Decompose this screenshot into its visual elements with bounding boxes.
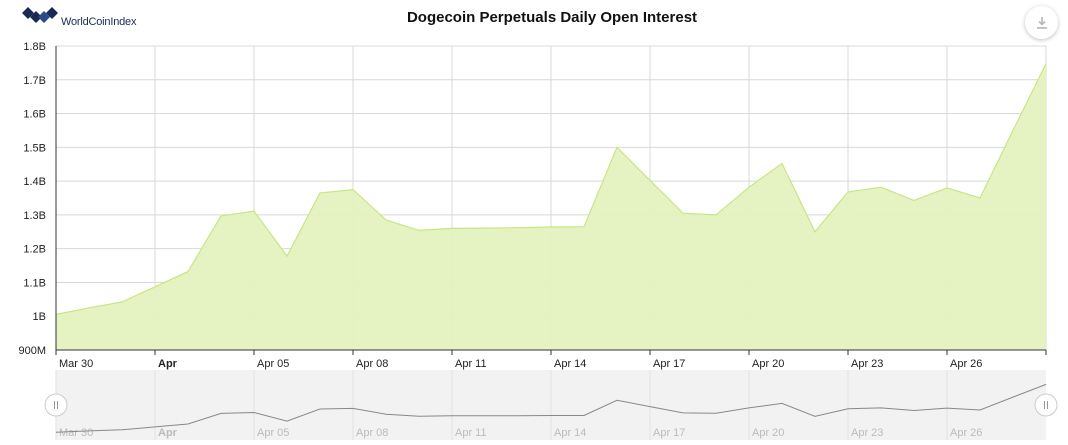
x-tick-label: Apr 20 xyxy=(752,358,784,370)
series-area xyxy=(56,63,1046,350)
navigator-tick-label: Apr 05 xyxy=(257,427,289,439)
export-button[interactable] xyxy=(1025,6,1058,39)
download-icon xyxy=(1036,16,1047,29)
x-tick-label: Mar 30 xyxy=(59,358,93,370)
navigator-right-handle[interactable] xyxy=(1034,393,1058,417)
navigator-tick-label: Apr 20 xyxy=(752,427,784,439)
chart-title: Dogecoin Perpetuals Daily Open Interest xyxy=(406,9,698,26)
navigator-tick-label: Apr xyxy=(158,427,178,439)
brand-name: WorldCoinIndex xyxy=(61,16,137,28)
x-tick-label: Apr 23 xyxy=(851,358,883,370)
navigator-tick-label: Mar 30 xyxy=(59,427,93,439)
navigator-series-line xyxy=(55,383,1047,433)
y-tick-label: 1.3B xyxy=(23,210,46,222)
y-tick-label: 1.2B xyxy=(23,244,46,256)
y-tick-label: 1.1B xyxy=(23,277,46,289)
navigator-tick-label: Apr 17 xyxy=(653,427,685,439)
y-tick-label: 900M xyxy=(18,345,46,357)
x-tick-label: Apr 14 xyxy=(554,358,586,370)
x-tick-label: Apr 05 xyxy=(257,358,289,370)
y-tick-label: 1.4B xyxy=(23,176,46,188)
x-tick-label: Apr 08 xyxy=(356,358,388,370)
brand-logo[interactable]: WorldCoinIndex xyxy=(22,6,136,28)
navigator-tick-label: Apr 26 xyxy=(950,427,982,439)
y-tick-label: 1B xyxy=(33,311,46,323)
x-tick-label: Apr 26 xyxy=(950,358,982,370)
navigator-left-handle[interactable] xyxy=(44,393,68,417)
worldcoinindex-logo-icon xyxy=(22,7,58,23)
y-tick-label: 1.5B xyxy=(23,142,46,154)
navigator-tick-label: Apr 08 xyxy=(356,427,388,439)
x-tick-label: Apr xyxy=(158,358,178,370)
y-tick-label: 1.8B xyxy=(23,41,46,53)
series-line xyxy=(55,63,1047,316)
y-tick-label: 1.7B xyxy=(23,75,46,87)
navigator-tick-label: Apr 11 xyxy=(455,427,487,439)
y-tick-label: 1.6B xyxy=(23,109,46,121)
x-tick-label: Apr 17 xyxy=(653,358,685,370)
navigator-tick-label: Apr 14 xyxy=(554,427,586,439)
x-tick-label: Apr 11 xyxy=(455,358,487,370)
navigator-tick-label: Apr 23 xyxy=(851,427,883,439)
